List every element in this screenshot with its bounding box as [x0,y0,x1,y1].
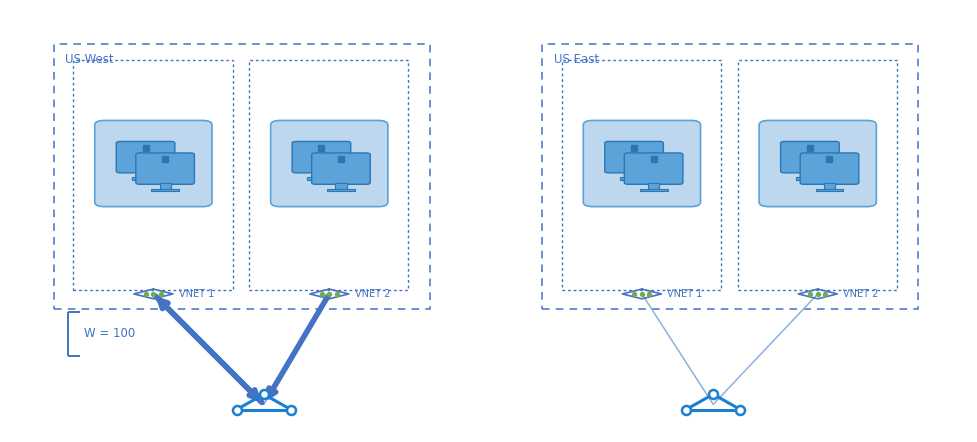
Text: US West: US West [65,53,114,66]
FancyBboxPatch shape [312,153,370,184]
Bar [327,189,355,191]
FancyBboxPatch shape [271,121,388,207]
Bar [73,60,233,290]
Text: VNET 2: VNET 2 [355,289,390,299]
FancyBboxPatch shape [116,141,175,173]
FancyBboxPatch shape [583,121,701,207]
Bar [738,60,897,290]
Bar [648,183,659,189]
Text: US East: US East [554,53,599,66]
Bar [54,44,430,309]
FancyBboxPatch shape [605,141,663,173]
Bar [824,183,835,189]
FancyBboxPatch shape [624,153,683,184]
Text: W = 100: W = 100 [84,327,135,340]
Bar [620,177,648,180]
Bar [132,177,159,180]
Bar [316,171,327,177]
Bar [140,171,151,177]
Text: VNET 1: VNET 1 [179,289,214,299]
FancyBboxPatch shape [800,153,859,184]
FancyBboxPatch shape [292,141,351,173]
Bar [640,189,667,191]
Text: VNET 1: VNET 1 [667,289,702,299]
Bar [542,44,918,309]
Bar [308,177,335,180]
Text: VNET 2: VNET 2 [843,289,878,299]
FancyBboxPatch shape [781,141,839,173]
Bar [335,183,347,189]
Bar [249,60,408,290]
Bar [151,189,179,191]
Bar [796,177,824,180]
Bar [562,60,721,290]
Bar [628,171,640,177]
FancyBboxPatch shape [136,153,194,184]
Bar [816,189,843,191]
FancyBboxPatch shape [759,121,876,207]
FancyBboxPatch shape [95,121,212,207]
Bar [159,183,171,189]
Bar [804,171,816,177]
